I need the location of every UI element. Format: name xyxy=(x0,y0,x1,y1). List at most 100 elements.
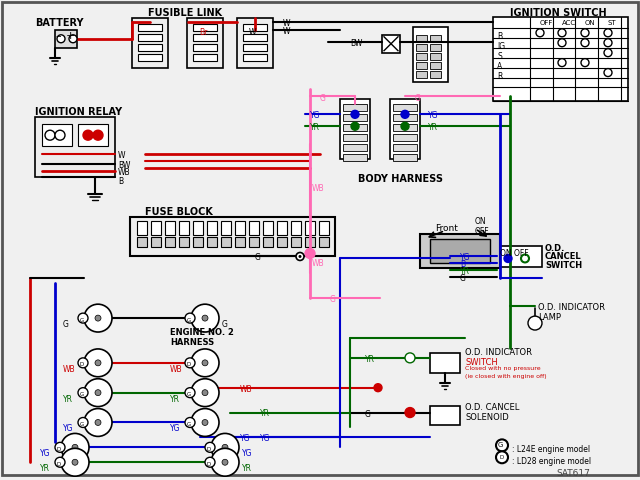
Bar xyxy=(237,18,273,68)
Circle shape xyxy=(78,418,88,428)
Bar xyxy=(382,89,428,164)
Text: BW: BW xyxy=(350,39,362,48)
Bar xyxy=(305,237,315,247)
Text: G: G xyxy=(222,320,228,329)
Circle shape xyxy=(45,130,55,140)
Bar xyxy=(193,54,217,60)
Text: B: B xyxy=(118,177,123,186)
Text: G: G xyxy=(460,275,466,283)
Bar xyxy=(393,124,417,131)
Text: YR: YR xyxy=(40,464,50,473)
Text: D: D xyxy=(500,455,504,460)
Text: B: B xyxy=(460,261,465,269)
Circle shape xyxy=(211,448,239,476)
Circle shape xyxy=(61,448,89,476)
Bar xyxy=(249,221,259,235)
Circle shape xyxy=(191,408,219,436)
Circle shape xyxy=(558,29,566,37)
Circle shape xyxy=(205,457,215,467)
Bar xyxy=(235,221,245,235)
Circle shape xyxy=(202,420,208,425)
Bar xyxy=(332,89,378,164)
Text: G: G xyxy=(187,422,191,427)
Bar xyxy=(390,99,420,159)
Circle shape xyxy=(296,252,304,261)
Text: SAT617: SAT617 xyxy=(556,469,590,478)
Bar xyxy=(413,27,448,82)
Circle shape xyxy=(202,360,208,366)
Bar xyxy=(430,35,441,42)
Bar xyxy=(132,18,168,68)
Text: YR: YR xyxy=(460,267,470,276)
Bar xyxy=(193,24,217,31)
Circle shape xyxy=(78,358,88,368)
Text: LAMP: LAMP xyxy=(538,313,561,322)
Bar xyxy=(343,134,367,141)
Text: (ie closed with engine off): (ie closed with engine off) xyxy=(465,374,547,379)
Text: SOLENOID: SOLENOID xyxy=(465,412,509,421)
Text: G: G xyxy=(80,318,84,323)
Text: ACC: ACC xyxy=(562,20,576,26)
Text: W: W xyxy=(118,151,125,160)
Text: IG: IG xyxy=(497,42,505,51)
Text: YR: YR xyxy=(242,464,252,473)
Text: G: G xyxy=(63,320,69,329)
Text: Front: Front xyxy=(435,224,458,233)
Text: A: A xyxy=(497,61,502,71)
Circle shape xyxy=(72,444,78,450)
Circle shape xyxy=(185,388,195,397)
Text: D: D xyxy=(80,362,84,367)
Text: Closed with no pressure: Closed with no pressure xyxy=(465,366,541,371)
Circle shape xyxy=(84,349,112,377)
Bar xyxy=(165,237,175,247)
Text: S: S xyxy=(497,52,502,60)
Text: ST: ST xyxy=(608,20,616,26)
Text: G: G xyxy=(320,95,326,103)
Bar xyxy=(343,144,367,151)
Bar xyxy=(393,134,417,141)
Bar xyxy=(382,35,400,53)
Text: YG: YG xyxy=(310,111,321,120)
Bar xyxy=(221,237,231,247)
Bar xyxy=(243,44,267,51)
Text: G: G xyxy=(80,422,84,427)
Text: YR: YR xyxy=(365,355,375,364)
Text: YG: YG xyxy=(260,434,271,444)
Text: G: G xyxy=(187,318,191,323)
Bar xyxy=(430,44,441,51)
Bar xyxy=(393,144,417,151)
Bar xyxy=(207,237,217,247)
Bar xyxy=(343,114,367,121)
Text: YR: YR xyxy=(428,123,438,132)
Bar xyxy=(137,221,147,235)
Bar xyxy=(291,237,301,247)
Text: IGNITION RELAY: IGNITION RELAY xyxy=(35,108,122,118)
Circle shape xyxy=(84,304,112,332)
Circle shape xyxy=(202,390,208,396)
Text: SWITCH: SWITCH xyxy=(545,262,582,270)
Circle shape xyxy=(211,433,239,461)
Circle shape xyxy=(604,69,612,76)
Bar xyxy=(416,44,427,51)
Circle shape xyxy=(95,390,101,396)
Circle shape xyxy=(405,353,415,363)
Text: : L24E engine model: : L24E engine model xyxy=(512,445,590,455)
Text: G: G xyxy=(255,253,261,263)
Text: YR: YR xyxy=(170,395,180,404)
Bar xyxy=(343,124,367,131)
Circle shape xyxy=(222,444,228,450)
Bar xyxy=(343,104,367,111)
Text: FUSIBLE LINK: FUSIBLE LINK xyxy=(148,8,222,18)
Bar xyxy=(249,237,259,247)
Circle shape xyxy=(222,459,228,465)
Circle shape xyxy=(401,110,409,118)
Text: WB: WB xyxy=(63,365,76,374)
Bar xyxy=(243,54,267,60)
Bar xyxy=(193,237,203,247)
Bar xyxy=(263,237,273,247)
Bar xyxy=(416,53,427,60)
Circle shape xyxy=(558,39,566,47)
Bar xyxy=(277,221,287,235)
Bar xyxy=(420,234,500,268)
Circle shape xyxy=(95,315,101,321)
